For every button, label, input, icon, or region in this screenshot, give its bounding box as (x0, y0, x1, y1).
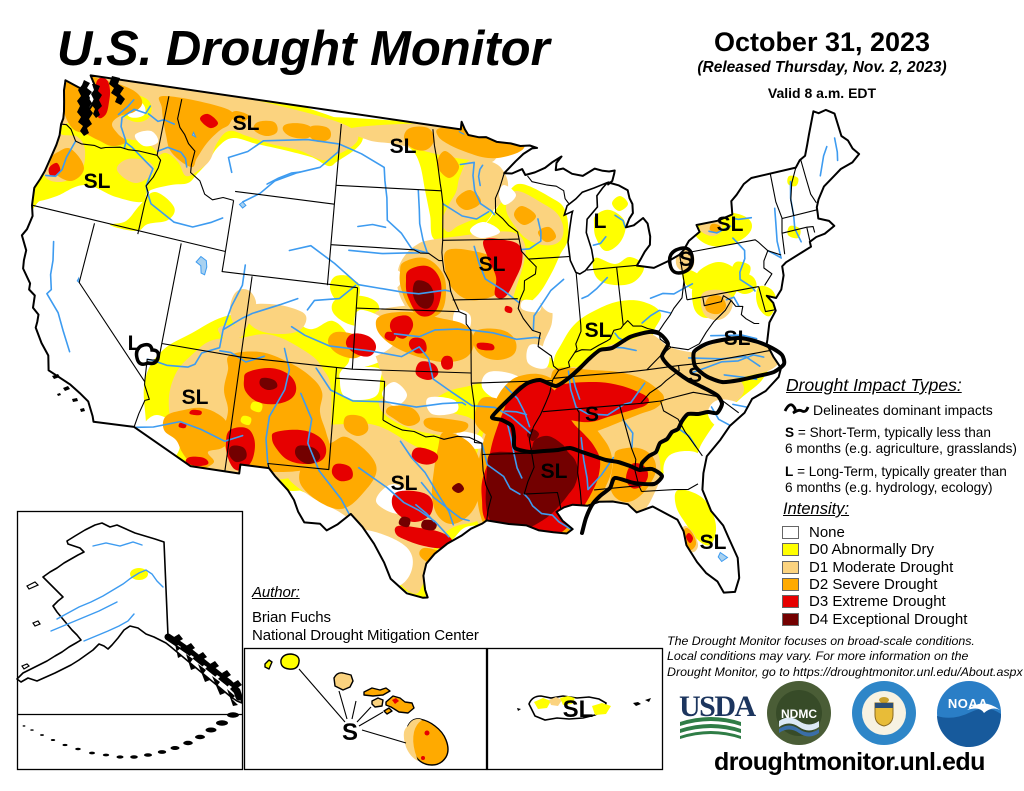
svg-text:SL: SL (84, 170, 111, 193)
svg-text:SL: SL (233, 112, 260, 135)
svg-text:S: S (688, 364, 702, 387)
svg-text:SL: SL (724, 327, 751, 350)
svg-text:S: S (679, 248, 693, 271)
svg-text:S: S (585, 403, 599, 426)
svg-text:NDMC: NDMC (781, 707, 817, 721)
svg-text:SL: SL (479, 253, 506, 276)
svg-text:SL: SL (700, 531, 727, 554)
svg-text:SL: SL (390, 135, 417, 158)
svg-text:SL: SL (563, 696, 594, 723)
svg-text:NOAA: NOAA (948, 696, 988, 711)
svg-text:L: L (128, 332, 141, 355)
svg-text:SL: SL (541, 460, 568, 483)
svg-text:SL: SL (182, 386, 209, 409)
svg-text:L: L (594, 210, 607, 233)
svg-text:S: S (342, 719, 358, 746)
svg-text:SL: SL (391, 472, 418, 495)
svg-text:SL: SL (717, 213, 744, 236)
svg-text:SL: SL (585, 319, 612, 342)
